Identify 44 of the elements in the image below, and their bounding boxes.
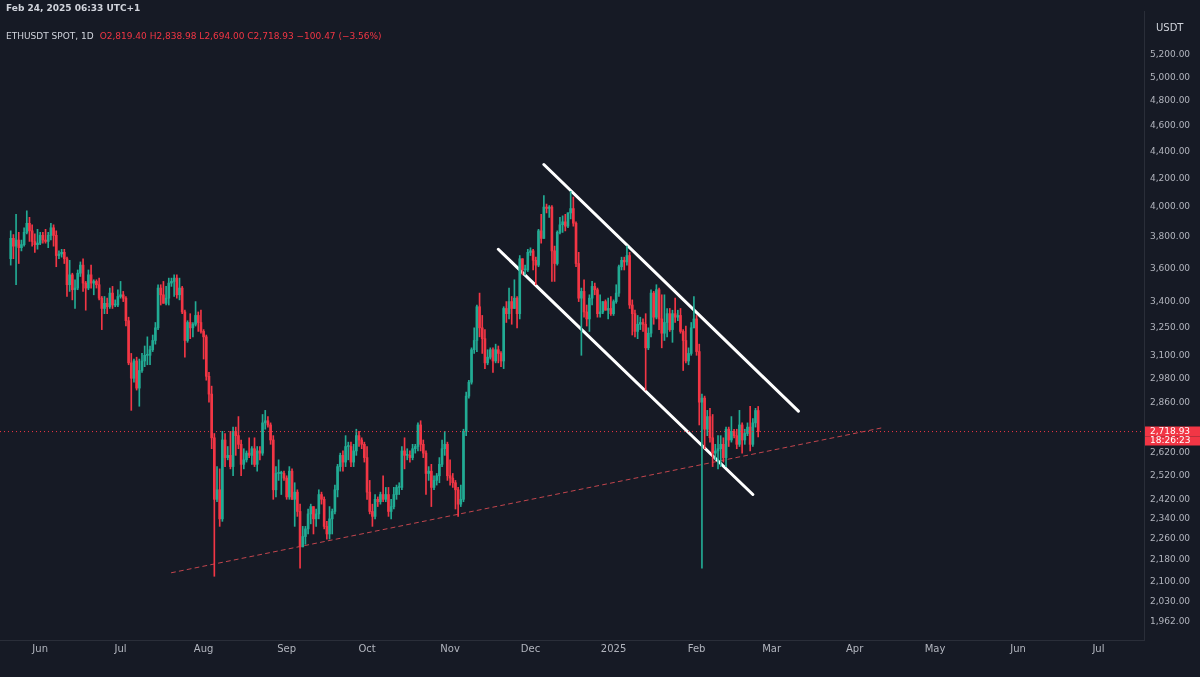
ref-line-label: 2,718.93: [1150, 425, 1191, 436]
x-tick-label: Jul: [1091, 642, 1105, 654]
x-tick-label: Nov: [440, 642, 460, 654]
x-tick-label: Dec: [520, 642, 541, 654]
y-tick-label: 3,800.00: [1150, 231, 1191, 242]
y-tick-label: 4,400.00: [1150, 145, 1191, 156]
y-tick-label: 4,800.00: [1150, 95, 1191, 106]
y-tick-label: 2,980.00: [1150, 372, 1191, 383]
y-tick-label: 3,250.00: [1150, 322, 1191, 333]
candlestick: [146, 336, 149, 366]
x-tick-label: Jul: [113, 642, 127, 654]
y-tick-label: 3,100.00: [1150, 349, 1191, 360]
y-tick-label: 2,030.00: [1150, 595, 1191, 606]
x-tick-label: May: [924, 642, 946, 654]
y-tick-label: 1,962.00: [1150, 615, 1191, 626]
y-tick-label: 5,200.00: [1150, 48, 1191, 59]
y-tick-label: 2,860.00: [1150, 396, 1191, 407]
y-tick-label: 2,340.00: [1150, 513, 1191, 524]
text: O2,819.40 H2,838.98 L2,694.00 C2,718.93 −100.47 (−3.56%): [99, 31, 382, 42]
y-tick-label: 4,600.00: [1150, 120, 1191, 131]
text: 18:26:23: [1150, 434, 1191, 445]
y-tick-label: 2,520.00: [1150, 470, 1191, 481]
x-tick-label: Sep: [277, 642, 297, 654]
x-tick-label: Mar: [762, 642, 782, 654]
x-tick-label: Jun: [1009, 642, 1026, 654]
y-tick-label: 2,180.00: [1150, 554, 1191, 565]
x-tick-label: Aug: [193, 642, 214, 654]
y-tick-label: 4,000.00: [1150, 201, 1191, 212]
text: ETHUSDT SPOT, 1D: [6, 31, 94, 42]
x-tick-label: Jun: [31, 642, 48, 654]
y-tick-label: 2,620.00: [1150, 447, 1191, 458]
y-axis-title: USDT: [1156, 21, 1185, 33]
x-tick-label: Apr: [845, 642, 865, 654]
x-tick-label: 2025: [600, 642, 627, 654]
y-tick-label: 5,000.00: [1150, 71, 1191, 82]
y-tick-label: 4,200.00: [1150, 173, 1191, 184]
y-tick-label: 2,420.00: [1150, 493, 1191, 504]
y-tick-label: 3,400.00: [1150, 295, 1191, 306]
y-tick-label: 3,600.00: [1150, 262, 1191, 273]
annotation: Feb 24, 2025 06:33 UTC+1: [6, 3, 141, 14]
y-tick-label: 2,260.00: [1150, 533, 1191, 544]
y-tick-label: 2,100.00: [1150, 576, 1191, 587]
x-tick-label: Feb: [687, 642, 706, 654]
x-tick-label: Oct: [358, 642, 376, 654]
